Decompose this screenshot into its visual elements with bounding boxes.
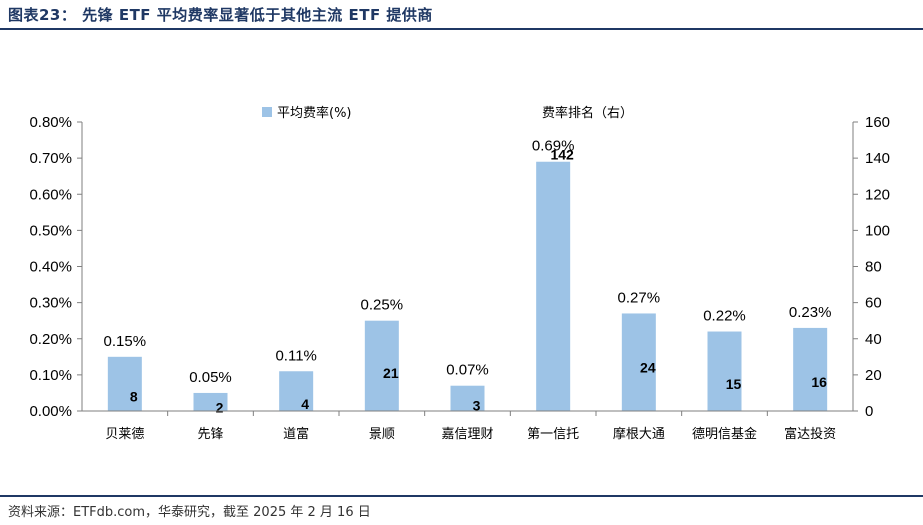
left-tick-label: 0.40% [29,259,72,276]
rank-value-label: 8 [130,389,138,405]
bar-value-label: 0.27% [618,289,661,306]
source-note: 资料来源：ETFdb.com，华泰研究，截至 2025 年 2 月 16 日 [8,505,371,520]
bar-value-label: 0.22% [703,308,746,325]
right-tick-label: 120 [865,186,890,203]
right-tick-label: 60 [865,295,882,312]
right-tick-label: 0 [865,403,873,420]
category-label: 第一信托 [527,427,579,442]
bar-4 [450,385,485,411]
right-tick-label: 40 [865,331,882,348]
left-tick-label: 0.60% [29,186,72,203]
left-tick-label: 0.70% [29,150,72,167]
bar-value-label: 0.69% [532,138,575,155]
bar-6 [621,313,656,411]
left-tick-label: 0.10% [29,367,72,384]
bar-value-label: 0.05% [189,369,232,386]
legend-label-fee: 平均费率(%) [277,105,352,121]
category-label: 德明信基金 [692,426,757,442]
bar-7 [707,331,742,411]
category-label: 道富 [283,426,309,442]
rank-value-label: 15 [726,376,742,392]
left-tick-label: 0.80% [29,114,72,131]
left-tick-label: 0.50% [29,222,72,239]
bar-5 [536,161,571,411]
bar-1 [193,392,228,411]
category-label: 贝莱德 [105,427,144,442]
category-label: 嘉信理财 [441,427,493,442]
bar-value-label: 0.25% [361,297,404,314]
category-label: 先锋 [197,427,223,442]
bar-value-label: 0.15% [104,333,147,350]
rank-value-label: 3 [473,398,481,414]
right-tick-label: 20 [865,367,882,384]
title-rule [0,28,923,30]
bar-value-label: 0.23% [789,304,832,321]
category-label: 景顺 [369,427,395,442]
bar-2 [279,371,314,411]
source-rule [0,495,923,497]
left-tick-label: 0.30% [29,295,72,312]
axes-layer: 0.00% 0.10% 0.20% 0.30% 0.40% 0.50% 0.60% 0.70%… [29,114,890,420]
bars-layer: 0.15% 8 贝莱德 0.05% 2 先锋 0.11% 4 道富 0.25% 21 景顺 0.07% 3… [104,138,837,442]
rank-value-label: 142 [550,147,574,163]
rank-value-label: 21 [383,365,399,381]
rank-value-label: 2 [216,399,224,415]
rank-value-label: 16 [811,374,827,390]
right-tick-label: 140 [865,150,890,167]
bar-value-label: 0.11% [275,347,316,364]
legend-label-rank: 费率排名（右） [542,105,633,121]
bar-0 [107,356,142,411]
bar-8 [793,327,828,411]
left-tick-label: 0.00% [29,403,72,420]
rank-value-label: 4 [301,396,309,412]
rank-value-label: 24 [640,360,656,376]
category-label: 富达投资 [784,426,836,442]
bar-3 [364,320,399,411]
bar-chart: 0.15% 8 贝莱德 0.05% 2 先锋 0.11% 4 道富 0.25% 21 景顺 0.07% 3… [29,105,890,442]
category-label: 摩根大通 [613,426,665,442]
legend: 平均费率(%) 费率排名（右） [262,105,633,121]
right-tick-label: 100 [865,222,890,239]
left-tick-label: 0.20% [29,331,72,348]
legend-swatch [262,107,272,117]
right-tick-label: 160 [865,114,890,131]
figure-title: 图表23： 先锋 ETF 平均费率显著低于其他主流 ETF 提供商 [8,6,433,24]
bar-value-label: 0.07% [446,362,489,379]
right-tick-label: 80 [865,259,882,276]
